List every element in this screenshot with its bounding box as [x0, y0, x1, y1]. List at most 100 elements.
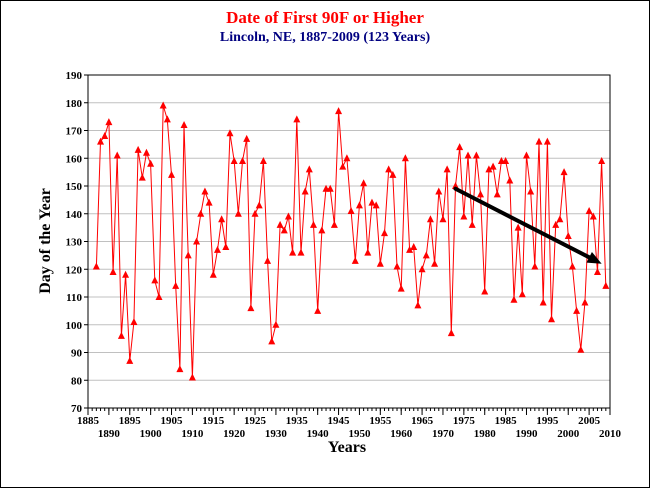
y-tick-label: 110 [66, 292, 82, 304]
data-point-marker [577, 345, 585, 353]
x-tick-label: 2000 [557, 428, 580, 440]
data-point-marker [573, 306, 581, 314]
data-point-marker [451, 182, 459, 189]
data-point-marker [355, 201, 363, 209]
data-point-marker [289, 248, 297, 256]
data-point-marker [351, 256, 359, 264]
data-point-marker [339, 162, 347, 170]
x-tick-label: 1995 [536, 415, 559, 427]
data-point-marker [431, 259, 439, 267]
data-point-marker [138, 173, 146, 181]
data-point-marker [460, 212, 468, 220]
y-tick-label: 140 [66, 209, 83, 221]
data-point-marker [264, 256, 272, 264]
data-point-marker [314, 306, 322, 314]
data-point-marker [343, 154, 351, 162]
data-point-marker [368, 198, 376, 206]
trend-arrow-head [586, 251, 602, 264]
data-point-marker [472, 151, 480, 159]
data-point-marker [364, 248, 372, 256]
x-tick-label: 1940 [307, 428, 330, 440]
data-point-marker [268, 337, 276, 345]
annotation-layer [453, 186, 602, 264]
data-point-marker [464, 151, 472, 159]
data-point-marker [426, 215, 434, 223]
data-point-marker [117, 331, 125, 339]
data-point-marker [142, 148, 150, 156]
data-point-marker [397, 284, 405, 292]
data-point-marker [105, 118, 113, 126]
y-tick-label: 180 [66, 98, 83, 110]
x-axis: 1885189018951900190519101915192019251930… [77, 408, 622, 440]
data-point-marker [180, 120, 188, 128]
y-tick-label: 100 [66, 320, 83, 332]
x-tick-label: 1945 [328, 415, 351, 427]
x-tick-label: 1990 [515, 428, 538, 440]
data-point-marker [168, 170, 176, 178]
grid-lines [88, 102, 610, 381]
data-point-marker [226, 129, 234, 137]
data-point-marker [230, 157, 238, 165]
data-point-marker [468, 220, 476, 228]
x-axis-label: Years [328, 439, 366, 456]
data-point-marker [159, 101, 167, 109]
data-point-marker [239, 157, 247, 165]
data-point-marker [335, 107, 343, 115]
data-point-marker [602, 281, 610, 289]
data-point-marker [401, 154, 409, 162]
data-point-marker [318, 226, 326, 234]
data-point-marker [109, 268, 117, 276]
data-point-marker [543, 137, 551, 145]
data-point-marker [218, 215, 226, 223]
data-point-marker [527, 187, 535, 195]
data-point-marker [92, 262, 100, 270]
y-tick-label: 130 [66, 237, 83, 249]
data-point-marker [184, 251, 192, 259]
data-point-marker [280, 226, 288, 234]
data-point-marker [209, 270, 217, 278]
x-tick-label: 1915 [202, 415, 225, 427]
data-point-marker [297, 248, 305, 256]
x-tick-label: 1960 [390, 428, 413, 440]
data-point-marker [568, 262, 576, 270]
data-point-marker [506, 176, 514, 184]
data-point-marker [414, 301, 422, 309]
data-point-marker [172, 281, 180, 289]
data-point-marker [522, 151, 530, 159]
x-tick-label: 1900 [140, 428, 163, 440]
data-point-marker [276, 220, 284, 228]
data-point-marker [539, 298, 547, 306]
data-point-marker [598, 157, 606, 165]
data-point-marker [163, 115, 171, 123]
data-point-marker [330, 220, 338, 228]
data-point-marker [560, 168, 568, 176]
y-axis: 70 80 90 100 110 120 130 140 150 160 170 180 190 [66, 70, 88, 415]
data-point-marker [389, 170, 397, 178]
x-tick-label: 1930 [265, 428, 288, 440]
data-point-marker [243, 134, 251, 142]
data-point-marker [188, 373, 196, 381]
data-point-marker [447, 329, 455, 337]
x-tick-label: 1935 [286, 415, 309, 427]
series-layer [92, 101, 610, 381]
data-point-marker [222, 243, 230, 251]
data-point-marker [205, 198, 213, 206]
data-point-marker [418, 265, 426, 273]
data-point-marker [531, 262, 539, 270]
data-point-marker [151, 276, 159, 284]
x-tick-label: 1905 [161, 415, 184, 427]
data-point-marker [514, 223, 522, 231]
data-point-marker [376, 259, 384, 267]
data-point-marker [422, 251, 430, 259]
data-point-marker [443, 165, 451, 173]
x-tick-label: 2010 [599, 428, 622, 440]
data-point-marker [305, 165, 313, 173]
data-point-marker [535, 137, 543, 145]
y-tick-label: 160 [66, 153, 83, 165]
data-point-marker [197, 209, 205, 217]
x-tick-label: 1890 [98, 428, 121, 440]
x-tick-label: 1970 [432, 428, 455, 440]
x-tick-label: 1975 [453, 415, 476, 427]
x-tick-label: 1980 [474, 428, 497, 440]
